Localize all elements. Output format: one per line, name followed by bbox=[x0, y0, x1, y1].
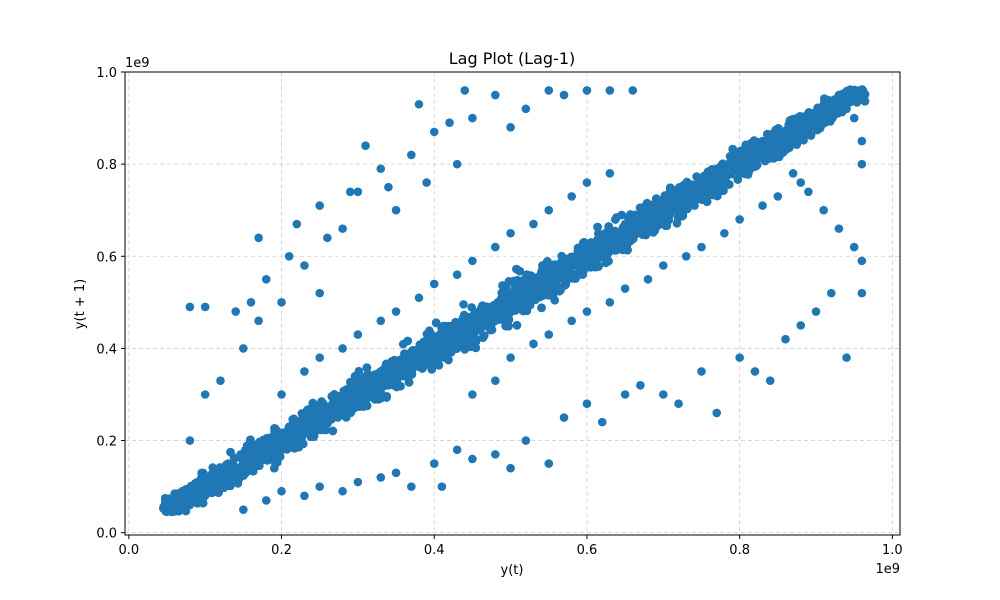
scatter-point bbox=[275, 452, 285, 461]
scatter-point bbox=[226, 447, 235, 457]
scatter-point bbox=[601, 258, 611, 268]
scatter-point bbox=[170, 489, 180, 499]
scatter-point bbox=[617, 210, 627, 220]
scatter-point bbox=[567, 252, 576, 262]
scatter-point bbox=[328, 426, 338, 436]
scatter-point bbox=[403, 336, 413, 346]
scatter-point bbox=[512, 320, 522, 330]
scatter-point bbox=[230, 454, 239, 463]
scatter-point bbox=[512, 264, 521, 274]
scatter-points bbox=[159, 85, 870, 517]
chart-title: Lag Plot (Lag-1) bbox=[449, 49, 576, 68]
scatter-point bbox=[556, 285, 565, 295]
scatter-point bbox=[224, 481, 233, 490]
scatter-point bbox=[842, 86, 852, 96]
scatter-point bbox=[501, 321, 510, 331]
scatter-point bbox=[431, 318, 441, 328]
scatter-point bbox=[593, 222, 602, 232]
scatter-point bbox=[224, 473, 233, 483]
scatter-point bbox=[362, 363, 372, 372]
scatter-point bbox=[635, 227, 644, 237]
scatter-point bbox=[404, 378, 414, 387]
scatter-point bbox=[728, 144, 738, 154]
scatter-point bbox=[537, 303, 546, 313]
scatter-point bbox=[198, 498, 208, 508]
scatter-point bbox=[509, 276, 518, 286]
scatter-point bbox=[382, 393, 391, 402]
scatter-point bbox=[657, 208, 667, 217]
scatter-point bbox=[774, 152, 784, 162]
scatter-point bbox=[298, 439, 308, 449]
scatter-point bbox=[831, 107, 841, 116]
scatter-point bbox=[611, 215, 620, 224]
scatter-point bbox=[459, 300, 468, 309]
scatter-point bbox=[427, 365, 437, 374]
scatter-point bbox=[246, 435, 255, 445]
scatter-point bbox=[578, 270, 587, 279]
scatter-point bbox=[660, 197, 670, 207]
scatter-point bbox=[712, 172, 721, 182]
